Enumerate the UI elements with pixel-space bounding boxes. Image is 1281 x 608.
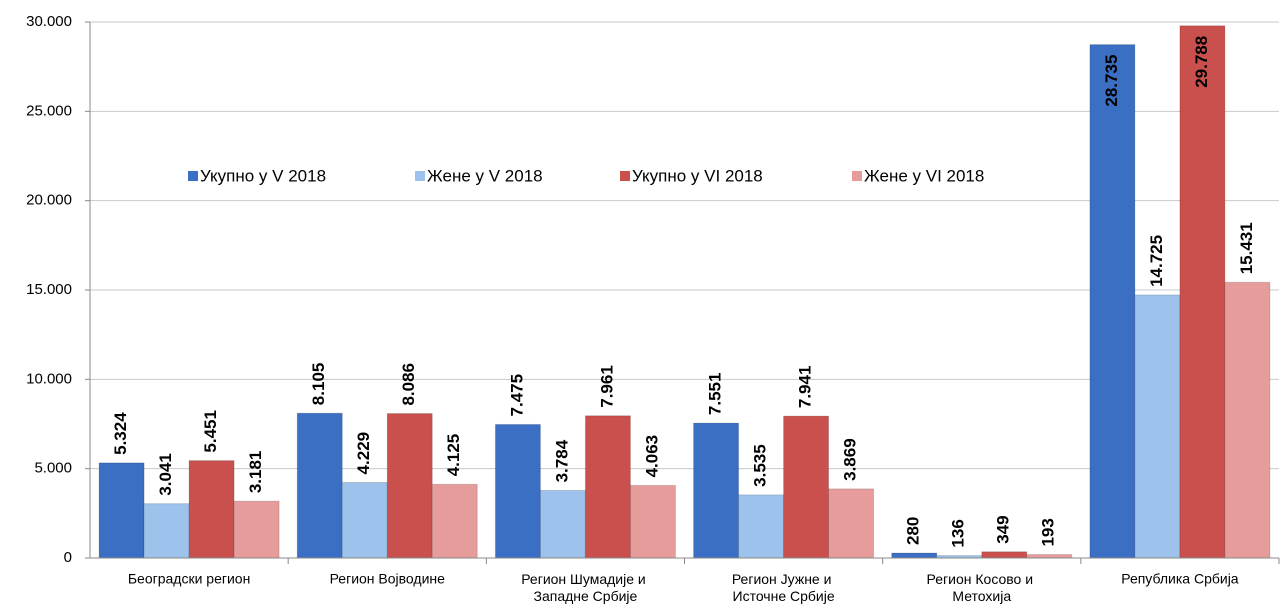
bar [233,500,280,559]
legend-swatch [620,171,630,181]
value-label: 136 [949,519,968,547]
value-label: 5.324 [111,412,130,455]
legend-swatch [852,171,862,181]
bar [1224,281,1271,559]
x-tick-label-line: Метохија [952,588,1011,604]
y-tick-label: 30.000 [26,13,72,30]
value-label: 349 [994,515,1013,543]
bar [584,415,631,559]
x-tick-label-line: Западне Србије [534,588,638,604]
bar [1134,294,1181,559]
value-label: 193 [1039,518,1058,546]
value-label: 7.551 [706,373,725,416]
value-label: 7.961 [597,365,616,408]
value-label: 14.725 [1147,235,1166,287]
bar [539,489,586,559]
y-tick-label: 5.000 [34,460,72,477]
x-tick-label-line: Регион Шумадије и [521,571,649,587]
bar [738,494,785,559]
x-tick-label: Регион Шумадије и Западне Србије [521,571,649,604]
value-label: 5.451 [201,410,220,453]
legend-label: Укупно у VI 2018 [632,166,763,185]
value-label: 8.105 [309,363,328,406]
bar [1179,25,1226,559]
bar [98,462,145,559]
value-label: 15.431 [1237,222,1256,274]
bar [828,488,875,559]
value-label: 7.475 [507,374,526,417]
x-tick-label: Република Србија [1121,571,1239,587]
value-label: 3.041 [156,453,175,496]
x-tick-label-line: Регион Косово и [927,571,1037,587]
bar [693,422,740,559]
x-tick-label: Регион Војводине [330,571,446,587]
x-tick-label: Регион Косово и Метохија [927,571,1037,604]
bar [431,483,478,559]
x-tick-label-line: Источне Србије [733,588,835,604]
bar [296,412,343,559]
bar [386,413,433,559]
value-label: 4.063 [642,435,661,478]
bar [188,460,235,559]
bar [891,552,938,559]
legend-swatch [188,171,198,181]
bar [783,415,830,559]
value-label: 29.788 [1192,36,1211,88]
legend-label: Жене у V 2018 [427,166,543,185]
value-label: 7.941 [796,366,815,409]
bar [341,481,388,559]
value-label: 3.181 [246,451,265,494]
legend-swatch [415,171,425,181]
value-label: 280 [904,517,923,545]
bar [629,484,676,559]
y-tick-label: 10.000 [26,370,72,387]
value-label: 4.229 [354,432,373,475]
bar [143,503,190,559]
x-tick-label: Регион Јужне и Источне Србије [732,571,835,604]
legend-label: Жене у VI 2018 [864,166,984,185]
bar [981,551,1028,559]
bar [494,423,541,559]
value-label: 4.125 [444,434,463,477]
bar [1026,554,1073,559]
x-tick-label: Београдски регион [128,571,250,587]
value-label: 3.784 [552,439,571,482]
bar [1089,44,1136,559]
value-label: 3.869 [841,438,860,481]
y-tick-label: 0 [64,549,72,566]
x-tick-label-line: Регион Јужне и [732,571,835,587]
value-label: 3.535 [751,444,770,487]
y-tick-label: 20.000 [26,192,72,209]
value-label: 8.086 [399,363,418,406]
y-tick-label: 25.000 [26,102,72,119]
legend-label: Укупно у V 2018 [200,166,326,185]
value-label: 28.735 [1102,55,1121,107]
y-tick-label: 15.000 [26,281,72,298]
